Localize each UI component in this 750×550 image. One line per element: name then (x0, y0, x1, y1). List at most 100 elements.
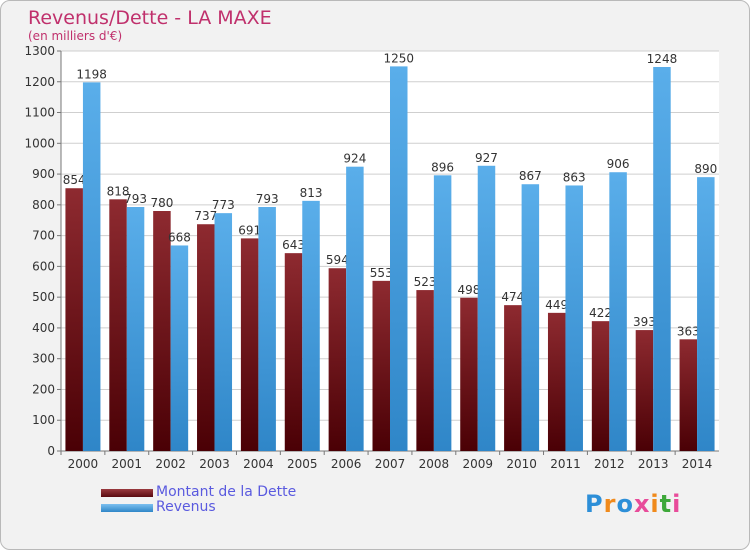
value-label-dette: 780 (150, 196, 173, 210)
bar-revenus (214, 213, 233, 451)
bar-revenus (258, 207, 276, 451)
logo-letter: x (633, 490, 651, 518)
bar-dette (635, 330, 654, 451)
y-tick-label: 1100 (24, 106, 55, 120)
y-tick-label: 1300 (24, 44, 55, 58)
y-tick-label: 1000 (24, 136, 55, 150)
value-label-dette: 854 (63, 173, 86, 187)
legend-swatch-dette (101, 489, 153, 497)
bar-revenus (82, 82, 101, 451)
value-label-dette: 363 (677, 324, 700, 338)
x-tick-label: 2003 (199, 457, 230, 471)
bar-dette (65, 188, 83, 451)
bar-revenus (609, 172, 627, 451)
x-tick-label: 2002 (155, 457, 186, 471)
y-tick-label: 500 (32, 290, 55, 304)
bar-revenus (653, 67, 671, 451)
bar-revenus (521, 184, 540, 451)
chart-title: Revenus/Dette - LA MAXE (28, 7, 272, 29)
value-label-dette: 818 (107, 184, 130, 198)
value-label-revenus: 927 (475, 151, 498, 165)
x-tick-label: 2001 (112, 457, 143, 471)
bar-dette (372, 280, 390, 451)
value-label-revenus: 924 (343, 152, 366, 166)
value-label-dette: 422 (589, 306, 612, 320)
chart-subtitle: (en milliers d'€) (28, 29, 123, 43)
bar-revenus (346, 166, 364, 451)
logo-letter: o (616, 490, 634, 518)
bar-revenus (126, 207, 145, 451)
value-label-revenus: 1248 (647, 52, 678, 66)
value-label-dette: 737 (194, 209, 217, 223)
x-tick-label: 2013 (638, 457, 669, 471)
value-label-revenus: 668 (168, 230, 191, 244)
value-label-revenus: 813 (300, 186, 323, 200)
legend-label-dette: Montant de la Dette (156, 484, 297, 500)
x-tick-label: 2007 (375, 457, 406, 471)
x-tick-label: 2004 (243, 457, 274, 471)
x-tick-label: 2009 (462, 457, 493, 471)
bar-revenus (477, 165, 496, 451)
value-label-revenus: 906 (607, 157, 630, 171)
bar-dette (504, 305, 522, 451)
logo-letter: i (672, 490, 682, 518)
bar-revenus (170, 245, 189, 451)
value-label-revenus: 793 (256, 192, 279, 206)
bar-revenus (302, 200, 320, 451)
y-tick-label: 0 (47, 444, 55, 458)
proxiti-logo: Proxiti (585, 490, 681, 518)
y-tick-label: 900 (32, 167, 55, 181)
bar-revenus (565, 185, 583, 451)
bar-dette (197, 224, 215, 451)
y-tick-label: 800 (32, 198, 55, 212)
logo-letter: P (585, 490, 604, 518)
y-tick-label: 100 (32, 413, 55, 427)
logo-letter: i (650, 490, 660, 518)
bar-dette (240, 238, 259, 451)
value-label-dette: 498 (458, 283, 481, 297)
value-label-dette: 643 (282, 238, 305, 252)
y-tick-label: 1200 (24, 75, 55, 89)
bar-revenus (433, 175, 452, 452)
x-tick-label: 2000 (68, 457, 99, 471)
value-label-revenus: 890 (694, 162, 717, 176)
value-label-dette: 474 (501, 290, 524, 304)
bar-revenus (697, 177, 715, 451)
value-label-revenus: 867 (519, 169, 542, 183)
value-label-revenus: 896 (431, 160, 454, 174)
x-tick-label: 2010 (506, 457, 537, 471)
value-label-dette: 691 (238, 223, 261, 237)
logo-letter: r (603, 490, 617, 518)
y-tick-label: 700 (32, 229, 55, 243)
value-label-revenus: 773 (212, 198, 235, 212)
bar-dette (153, 211, 171, 451)
value-label-revenus: 1250 (383, 51, 414, 65)
bar-dette (679, 339, 698, 451)
value-label-dette: 393 (633, 315, 656, 329)
y-tick-label: 600 (32, 259, 55, 273)
x-tick-label: 2014 (682, 457, 713, 471)
value-label-revenus: 863 (563, 170, 586, 184)
bar-revenus (390, 66, 408, 451)
bar-dette (547, 312, 566, 451)
bar-dette (460, 297, 478, 451)
y-tick-label: 400 (32, 321, 55, 335)
bar-dette (591, 321, 610, 451)
value-label-dette: 594 (326, 253, 349, 267)
x-tick-label: 2008 (419, 457, 450, 471)
x-tick-label: 2005 (287, 457, 318, 471)
value-label-dette: 553 (370, 266, 393, 280)
value-label-revenus: 1198 (76, 67, 107, 81)
value-label-revenus: 793 (124, 192, 147, 206)
bar-dette (416, 290, 434, 451)
x-tick-label: 2011 (550, 457, 581, 471)
logo-letter: t (659, 490, 673, 518)
legend-swatch-revenus (101, 504, 153, 512)
x-tick-label: 2006 (331, 457, 362, 471)
value-label-dette: 449 (545, 298, 568, 312)
legend-label-revenus: Revenus (156, 499, 216, 515)
y-tick-label: 300 (32, 352, 55, 366)
bar-dette (284, 253, 303, 451)
